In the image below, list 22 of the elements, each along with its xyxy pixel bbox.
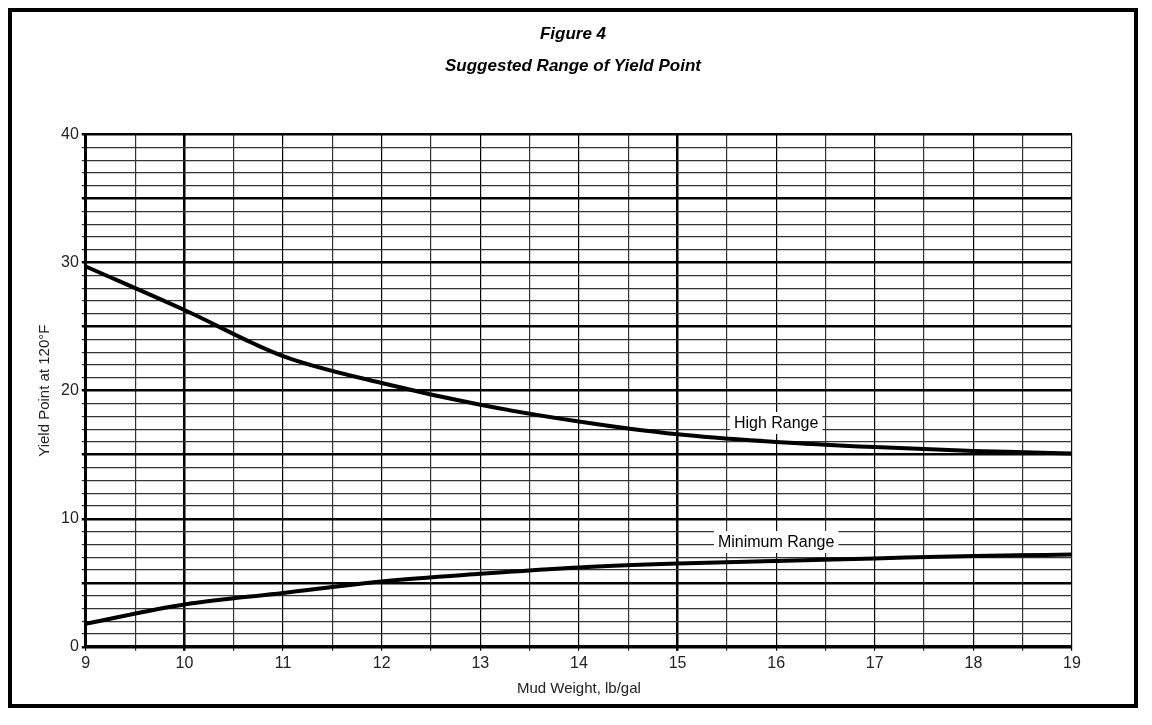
x-tick-label: 15 xyxy=(668,653,687,671)
chart-subtitle: Suggested Range of Yield Point xyxy=(444,56,703,76)
x-tick-label: 17 xyxy=(865,653,884,671)
x-tick-label: 19 xyxy=(1063,653,1081,671)
y-tick-label: 20 xyxy=(61,381,79,399)
x-tick-label: 14 xyxy=(570,653,588,671)
x-axis-title: Mud Weight, lb/gal xyxy=(516,679,641,697)
x-tick-label: 12 xyxy=(372,653,391,671)
x-tick-label: 18 xyxy=(964,653,983,671)
x-tick-label: 16 xyxy=(767,653,786,671)
y-tick-label: 0 xyxy=(69,637,79,655)
series-label: High Range xyxy=(733,414,819,432)
x-tick-label: 13 xyxy=(471,653,490,671)
y-axis-title: Yield Point at 120°F xyxy=(35,324,53,457)
x-tick-label: 10 xyxy=(175,653,194,671)
x-tick-label: 11 xyxy=(274,653,292,671)
chart-title: Figure 4 xyxy=(538,24,608,44)
x-tick-label: 9 xyxy=(81,653,91,671)
y-tick-label: 10 xyxy=(61,509,79,527)
series-label: Minimum Range xyxy=(717,533,835,551)
y-tick-label: 40 xyxy=(61,125,79,143)
y-tick-label: 30 xyxy=(61,253,79,271)
